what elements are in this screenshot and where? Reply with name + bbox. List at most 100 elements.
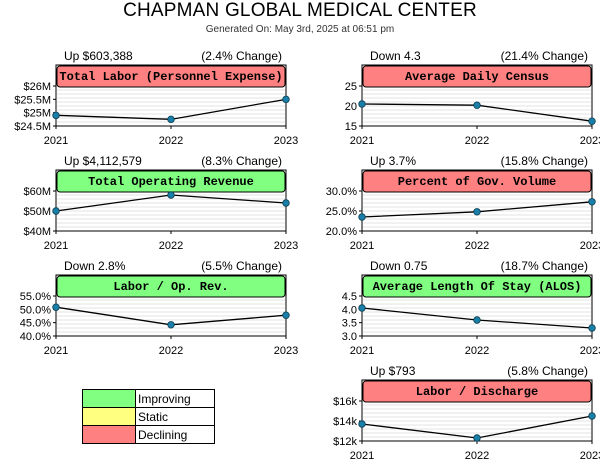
x-tick-label: 2022 [465,135,489,147]
data-point [167,115,175,124]
summary-change-percent: (2.4% Change) [201,49,282,63]
x-tick-label: 2021 [350,135,374,147]
legend: Improving Static Declining [82,389,215,444]
chart-alos: Down 0.75 (18.7% Change) Average Length Of… [306,258,600,360]
status-banner [56,275,286,298]
summary-change-percent: (5.8% Change) [507,364,588,378]
data-point [52,207,60,215]
x-tick-label: 2022 [465,450,489,462]
summary-change-value: Down 4.3 [370,49,421,63]
data-point [588,117,596,125]
data-point [473,208,481,216]
x-tick-label: 2021 [44,345,68,357]
legend-swatch-improving [82,389,136,408]
y-tick-label: $12k [333,436,357,448]
status-banner [362,380,592,403]
chart-title: Percent of Gov. Volume [398,175,556,189]
y-tick-label: 20 [345,101,357,113]
summary-change-value: Up $4,112,579 [64,154,142,168]
y-tick-label: 4.0 [342,304,357,316]
summary-change-value: Up 3.7% [370,154,416,168]
summary-change-percent: (15.8% Change) [501,154,588,168]
summary-change-percent: (8.3% Change) [201,154,282,168]
data-point [473,434,481,442]
x-tick-label: 2022 [159,345,183,357]
status-banner [362,275,592,298]
chart-average-daily-census: Down 4.3 (21.4% Change) Average Daily Cens… [306,48,600,150]
summary-change-value: Down 0.75 [370,259,428,273]
chart-labor-discharge: Up $793 (5.8% Change) Labor / Discharge $12… [306,363,600,465]
y-tick-label: $25M [23,108,51,120]
y-tick-label: $40M [23,226,51,238]
x-tick-label: 2023 [580,345,600,357]
legend-label: Improving [135,389,215,408]
chart-title: Total Operating Revenue [88,175,254,189]
y-tick-label: 20.0% [326,226,357,238]
chart-svg: Down 0.75 (18.7% Change) Average Length Of… [342,259,600,357]
data-point [282,311,290,319]
data-point [358,213,366,221]
data-point [473,101,481,109]
x-tick-label: 2023 [580,240,600,252]
y-tick-label: 40.0% [20,331,51,343]
legend-swatch-static [82,407,136,426]
y-tick-label: 45.0% [20,318,51,330]
y-tick-label: $24.5M [14,121,51,133]
chart-percent-gov-volume: Up 3.7% (15.8% Change) Percent of Gov. Vol… [306,153,600,255]
data-point [167,321,175,329]
legend-item-declining: Declining [82,425,215,444]
x-tick-label: 2022 [159,240,183,252]
data-point [358,420,366,428]
x-tick-label: 2021 [350,450,374,462]
status-banner [56,65,286,88]
y-tick-label: 50.0% [20,304,51,316]
x-tick-label: 2022 [465,240,489,252]
y-tick-label: 4.5 [342,291,357,303]
chart-labor-op-rev: Down 2.8% (5.5% Change) Labor / Op. Rev. 40… [0,258,300,360]
x-tick-label: 2023 [580,450,600,462]
y-tick-label: 25 [345,81,357,93]
chart-title: Average Daily Census [405,70,549,84]
page-subtitle: Generated On: May 3rd, 2025 at 06:51 pm [205,24,395,35]
y-tick-label: $16k [333,396,357,408]
x-tick-label: 2022 [159,135,183,147]
data-point [473,316,481,324]
x-tick-label: 2023 [274,240,298,252]
data-point [52,111,60,120]
chart-total-operating-revenue: Up $4,112,579 (8.3% Change) Total Operatin… [0,153,300,255]
status-banner [362,170,592,193]
x-tick-label: 2021 [350,240,374,252]
y-tick-label: 25.0% [326,206,357,218]
y-tick-label: $25.5M [14,94,51,106]
chart-total-labor: Up $603,388 (2.4% Change) Total Labor (Per… [0,48,300,150]
data-point [358,100,366,108]
y-tick-label: 3.0 [342,331,357,343]
y-tick-label: $26M [23,81,51,93]
page-title: CHAPMAN GLOBAL MEDICAL CENTER [123,0,477,21]
summary-change-value: Up $603,388 [64,49,133,63]
y-tick-label: $60M [23,186,51,198]
x-tick-label: 2023 [580,135,600,147]
x-tick-label: 2021 [44,135,68,147]
data-point [588,324,596,332]
data-point [588,412,596,420]
chart-svg: Up $793 (5.8% Change) Labor / Discharge $12… [333,364,600,462]
chart-title: Labor / Discharge [416,385,538,399]
x-tick-label: 2022 [465,345,489,357]
data-point [282,95,290,104]
chart-svg: Up $4,112,579 (8.3% Change) Total Operatin… [23,154,298,252]
chart-title: Average Length Of Stay (ALOS) [373,280,582,294]
legend-swatch-declining [82,425,136,444]
data-point [167,191,175,199]
summary-change-percent: (21.4% Change) [501,49,588,63]
legend-item-static: Static [82,407,215,426]
summary-change-percent: (18.7% Change) [501,259,588,273]
data-point [52,303,60,311]
y-tick-label: 55.0% [20,291,51,303]
summary-change-value: Down 2.8% [64,259,126,273]
legend-item-improving: Improving [82,389,215,408]
y-tick-label: 15 [345,121,357,133]
chart-svg: Down 2.8% (5.5% Change) Labor / Op. Rev. 40… [20,259,298,357]
data-point [358,304,366,312]
chart-svg: Up 3.7% (15.8% Change) Percent of Gov. Vol… [326,154,600,252]
